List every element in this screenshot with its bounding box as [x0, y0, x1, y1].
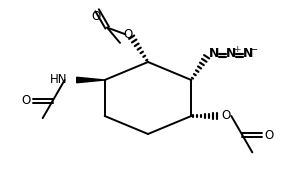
- Text: +: +: [233, 45, 241, 54]
- Text: O: O: [91, 10, 101, 23]
- Text: N: N: [209, 47, 219, 61]
- Text: O: O: [124, 28, 133, 41]
- Text: −: −: [250, 45, 258, 55]
- Text: O: O: [222, 108, 231, 122]
- Polygon shape: [77, 77, 105, 83]
- Text: HN: HN: [50, 72, 68, 86]
- Text: O: O: [265, 129, 274, 142]
- Text: O: O: [21, 94, 30, 107]
- Text: N: N: [226, 47, 236, 61]
- Text: N: N: [243, 47, 253, 61]
